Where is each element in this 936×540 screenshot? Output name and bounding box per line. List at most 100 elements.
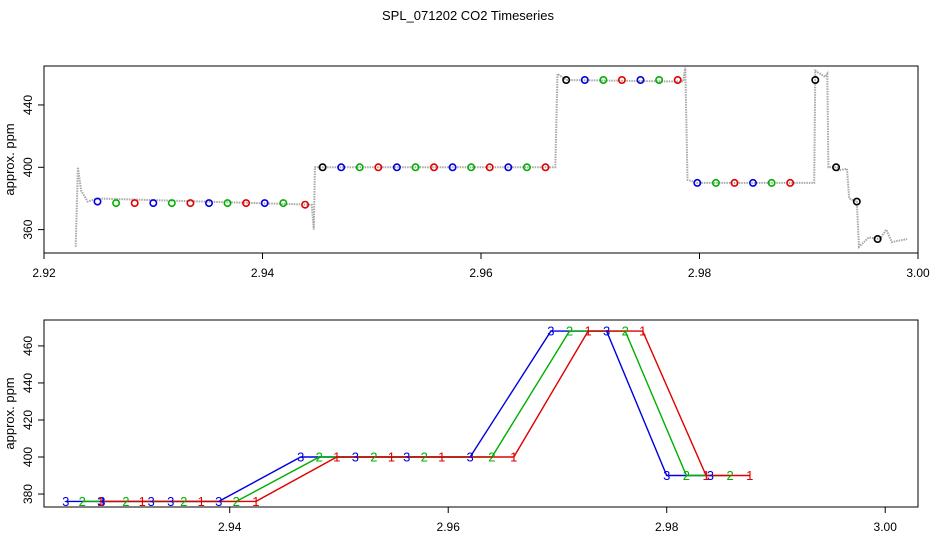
sample-point	[636, 76, 645, 85]
series-2-marker: 2	[180, 494, 187, 509]
sample-point	[130, 199, 139, 208]
x-tick-label: 2.96	[437, 520, 461, 534]
y-tick-label: 400	[21, 157, 35, 177]
sample-point	[392, 163, 401, 172]
series-1-marker: 1	[252, 494, 259, 509]
sample-point	[149, 199, 158, 208]
x-tick-label: 2.98	[688, 266, 712, 280]
plot2-axes: 2.94 2.96 2.98 3.00 380 400 420 440 460 approx. p…	[2, 336, 897, 534]
series-3-marker: 3	[707, 468, 714, 483]
series-3-marker: 3	[352, 450, 359, 465]
series-1-marker: 1	[438, 450, 445, 465]
series-1-marker: 1	[333, 450, 340, 465]
sample-point	[541, 163, 550, 172]
sample-point	[786, 178, 795, 187]
series-1-line	[100, 330, 750, 503]
sample-point	[873, 235, 882, 244]
series-2-marker: 2	[622, 324, 629, 339]
sample-point	[242, 199, 251, 208]
series-3-marker: 3	[297, 450, 304, 465]
y-tick-label: 440	[21, 373, 35, 393]
sample-point	[411, 163, 420, 172]
series-1-marker: 1	[510, 450, 517, 465]
series-1-marker: 1	[639, 324, 646, 339]
series-3-marker: 3	[62, 494, 69, 509]
sample-point	[167, 199, 176, 208]
sample-point	[580, 76, 589, 85]
series-1-marker: 1	[139, 494, 146, 509]
sample-point	[337, 163, 346, 172]
x-tick-label: 2.94	[251, 266, 275, 280]
series-2-marker: 2	[683, 468, 690, 483]
plot1-axes: 2.92 2.94 2.96 2.98 3.00 360 400 440 approx. ppm	[2, 95, 930, 280]
sample-point	[93, 197, 102, 206]
sample-point	[617, 76, 626, 85]
x-tick-label: 3.00	[906, 266, 930, 280]
sample-point	[318, 163, 327, 172]
x-tick-label: 2.98	[655, 520, 679, 534]
series-3-marker: 3	[403, 450, 410, 465]
sample-point	[485, 163, 494, 172]
x-tick-label: 2.92	[32, 266, 56, 280]
sample-point	[748, 178, 757, 187]
plot1-frame	[43, 65, 919, 254]
sample-point	[301, 200, 310, 209]
plot1-marks	[93, 76, 882, 244]
sample-point	[504, 163, 513, 172]
sample-point	[355, 163, 364, 172]
y-axis-label: approx. ppm	[2, 123, 17, 195]
series-1-marker: 1	[584, 324, 591, 339]
series-1-marker: 1	[702, 468, 709, 483]
sample-point	[832, 163, 841, 172]
series-3-marker: 3	[466, 450, 473, 465]
sample-point	[693, 178, 702, 187]
sample-point	[599, 76, 608, 85]
series-3-marker: 3	[663, 468, 670, 483]
plot2-marks: 3 33 3 3 33 3 3 33 33 32 2 2 22 2 2 22 22 21 1 1 11 1 1 11 11 1	[62, 324, 753, 509]
sample-point	[448, 163, 457, 172]
sample-point	[279, 199, 288, 208]
sample-point	[522, 163, 531, 172]
x-tick-label: 2.96	[469, 266, 493, 280]
y-tick-label: 380	[21, 484, 35, 504]
y-tick-label: 420	[21, 410, 35, 430]
sample-point	[767, 178, 776, 187]
sample-point	[223, 199, 232, 208]
series-1-marker: 1	[746, 468, 753, 483]
plot2-frame	[43, 319, 919, 508]
series-3-marker: 3	[98, 494, 105, 509]
sample-point	[467, 163, 476, 172]
co2-trace-line	[74, 67, 908, 250]
series-3-marker: 3	[603, 324, 610, 339]
y-axis-label: approx. ppm	[2, 377, 17, 449]
series-1-marker: 1	[388, 450, 395, 465]
sample-point	[673, 76, 682, 85]
sample-point	[260, 199, 269, 208]
series-2-marker: 2	[488, 450, 495, 465]
series-1-marker: 1	[198, 494, 205, 509]
y-tick-label: 440	[21, 95, 35, 115]
co2-trace	[74, 67, 908, 250]
series-2-marker: 2	[79, 494, 86, 509]
series-2-marker: 2	[122, 494, 129, 509]
series-2-marker: 2	[566, 324, 573, 339]
x-tick-label: 3.00	[874, 520, 898, 534]
sample-point	[852, 197, 861, 206]
y-tick-label: 360	[21, 219, 35, 239]
series-3-line	[65, 330, 711, 503]
sample-point	[730, 178, 739, 187]
series-2-marker: 2	[316, 450, 323, 465]
sample-point	[655, 76, 664, 85]
chart-title: SPL_071202 CO2 Timeseries	[382, 8, 554, 23]
series-3-marker: 3	[147, 494, 154, 509]
series-3-marker: 3	[215, 494, 222, 509]
series-2-marker: 2	[421, 450, 428, 465]
sample-point	[205, 199, 214, 208]
series-2-marker: 2	[233, 494, 240, 509]
sample-point	[374, 163, 383, 172]
series-3-marker: 3	[167, 494, 174, 509]
series-3-marker: 3	[547, 324, 554, 339]
series-2-marker: 2	[370, 450, 377, 465]
sample-point	[112, 199, 121, 208]
